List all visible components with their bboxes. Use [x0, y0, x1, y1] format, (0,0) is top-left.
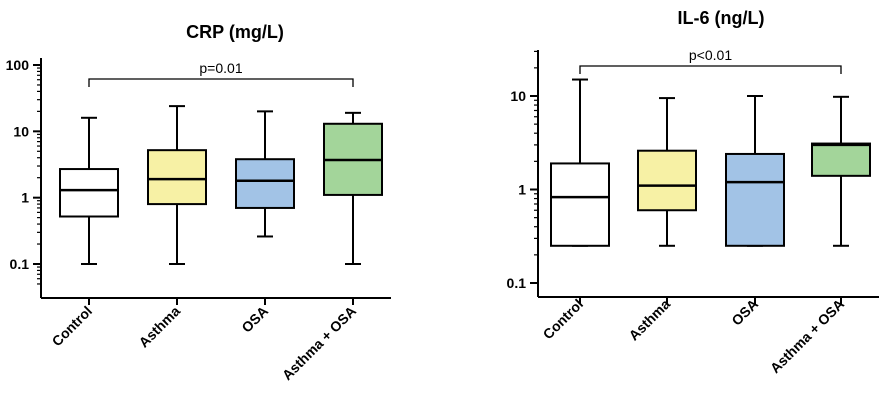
- chart1-box: [235, 158, 295, 209]
- chart1-ytick-label: 100: [6, 57, 30, 73]
- chart1-title: CRP (mg/L): [186, 22, 284, 42]
- chart1-box: [147, 149, 207, 206]
- chart2-title: IL-6 (ng/L): [678, 8, 765, 28]
- chart2-category-label: Asthma + OSA: [767, 296, 847, 376]
- chart1-category-label: Asthma + OSA: [279, 303, 359, 383]
- chart2-significance-bracket: [579, 65, 842, 74]
- chart1-p-value: p=0.01: [199, 60, 242, 76]
- chart2-category-label: Asthma: [625, 296, 673, 344]
- chart2-box: [725, 152, 785, 247]
- chart2-box: [637, 149, 697, 212]
- chart2-box: [550, 162, 610, 247]
- chart1-category-label: Asthma: [135, 303, 183, 351]
- chart2-ytick-label: 10: [510, 88, 526, 104]
- chart1-ytick-label: 1: [21, 190, 29, 206]
- chart2-category-label: OSA: [728, 296, 761, 329]
- chart2-ytick-label: 0.1: [507, 275, 527, 291]
- chart1-significance-bracket: [88, 78, 354, 87]
- chart1-category-label: Control: [49, 303, 96, 350]
- chart1-ytick-label: 0.1: [10, 256, 30, 272]
- chart2-box: [811, 142, 871, 177]
- chart1-box: [59, 168, 119, 218]
- chart1-ytick-label: 10: [13, 123, 29, 139]
- chart2-p-value: p<0.01: [689, 47, 732, 63]
- chart2-category-label: Control: [540, 296, 587, 343]
- chart1-category-label: OSA: [238, 303, 271, 336]
- chart2-ytick-label: 1: [518, 182, 526, 198]
